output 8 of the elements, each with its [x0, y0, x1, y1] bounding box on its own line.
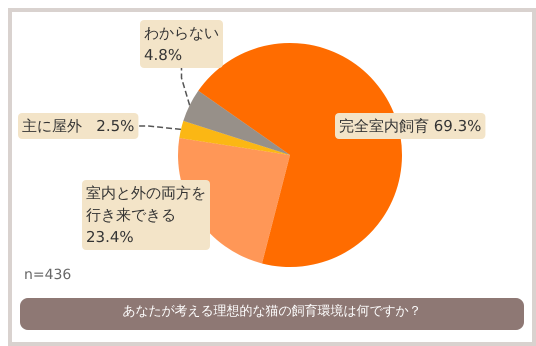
text: n=436: [24, 267, 72, 283]
slice-label: 室内と外の両方を行き来できる: [86, 184, 206, 224]
slice-label: わからない: [144, 24, 219, 42]
data-label: 4.8%: [144, 46, 182, 64]
slice-label: 完全室内飼育 69.3%: [339, 117, 482, 135]
slice-label: 主に屋外 2.5%: [22, 117, 134, 135]
text: あなたが考える理想的な猫の飼育環境は何ですか？: [122, 303, 422, 319]
data-label: 23.4%: [86, 228, 134, 246]
